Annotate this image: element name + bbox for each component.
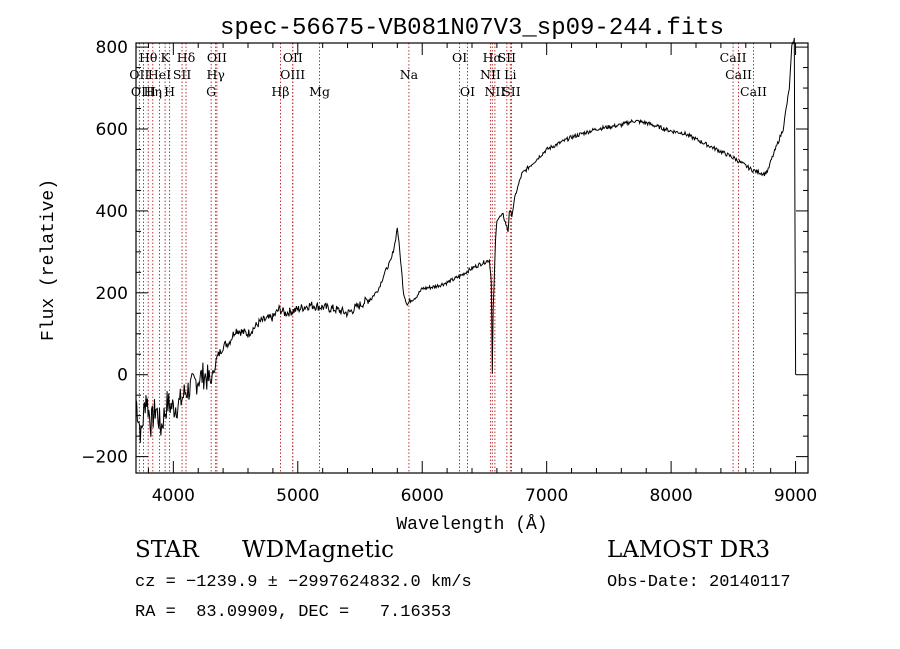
line-label-7: SII xyxy=(498,50,517,65)
x-tick-label-2: 6000 xyxy=(401,486,444,506)
line-label-3: OII xyxy=(207,50,227,65)
line-label-16: Li xyxy=(504,67,516,82)
ra-dec: RA = 83.09909, DEC = 7.16353 xyxy=(135,603,452,622)
redshift-cz: cz = −1239.9 ± −2997624832.0 km/s xyxy=(135,573,472,592)
y-tick-label-4: 600 xyxy=(96,120,128,140)
y-tick-label-5: 800 xyxy=(96,38,128,58)
line-label-4: OII xyxy=(283,50,303,65)
line-label-24: OI xyxy=(460,84,475,99)
line-label-23: Mg xyxy=(309,84,330,99)
y-axis: −200 0 200 400 600 800 xyxy=(81,38,808,468)
x-tick-label-0: 4000 xyxy=(152,486,195,506)
x-axis-label: Wavelength (Å) xyxy=(396,514,547,535)
y-tick-label-0: −200 xyxy=(81,448,128,468)
line-label-0: Hθ xyxy=(139,50,157,65)
line-label-20: H xyxy=(164,84,175,99)
x-tick-label-1: 5000 xyxy=(276,486,319,506)
plot-frame xyxy=(135,42,809,474)
x-tick-label-4: 8000 xyxy=(649,486,692,506)
line-label-17: CaII xyxy=(725,67,752,82)
line-label-15: NII xyxy=(480,67,501,82)
object-class: STAR xyxy=(135,537,199,563)
line-label-14: Na xyxy=(400,67,419,82)
series-group xyxy=(135,37,797,444)
obs-date: Obs-Date: 20140117 xyxy=(607,573,791,592)
object-subclass: WDMagnetic xyxy=(242,537,394,563)
line-label-10: HeI xyxy=(148,67,171,82)
line-label-27: CaII xyxy=(740,84,767,99)
survey-name: LAMOST DR3 xyxy=(607,537,771,563)
y-tick-label-3: 400 xyxy=(96,202,128,222)
line-label-22: Hβ xyxy=(271,84,289,99)
chart-title: spec-56675-VB081N07V3_sp09-244.fits xyxy=(220,15,724,42)
line-label-8: CaII xyxy=(720,50,747,65)
y-tick-label-1: 0 xyxy=(117,366,128,386)
x-tick-label-5: 9000 xyxy=(774,486,817,506)
emission-line-markers xyxy=(138,43,754,473)
x-axis: 4000 5000 6000 7000 8000 9000 xyxy=(147,43,817,506)
line-label-26: SII xyxy=(502,84,521,99)
line-label-1: K xyxy=(160,50,170,65)
line-label-9: OII xyxy=(129,67,149,82)
line-label-12: Hγ xyxy=(206,67,224,82)
series-spectrum xyxy=(135,37,797,444)
line-label-25: NII xyxy=(484,84,505,99)
y-axis-label: Flux (relative) xyxy=(39,179,59,341)
line-label-11: SII xyxy=(173,67,192,82)
line-label-19: Hη xyxy=(144,84,162,99)
x-tick-label-3: 7000 xyxy=(525,486,568,506)
y-tick-label-2: 200 xyxy=(96,284,128,304)
line-label-5: OI xyxy=(452,50,467,65)
line-label-6: Hα xyxy=(483,50,503,65)
line-label-21: G xyxy=(206,84,216,99)
line-label-13: OIII xyxy=(280,67,305,82)
line-label-2: Hδ xyxy=(177,50,195,65)
